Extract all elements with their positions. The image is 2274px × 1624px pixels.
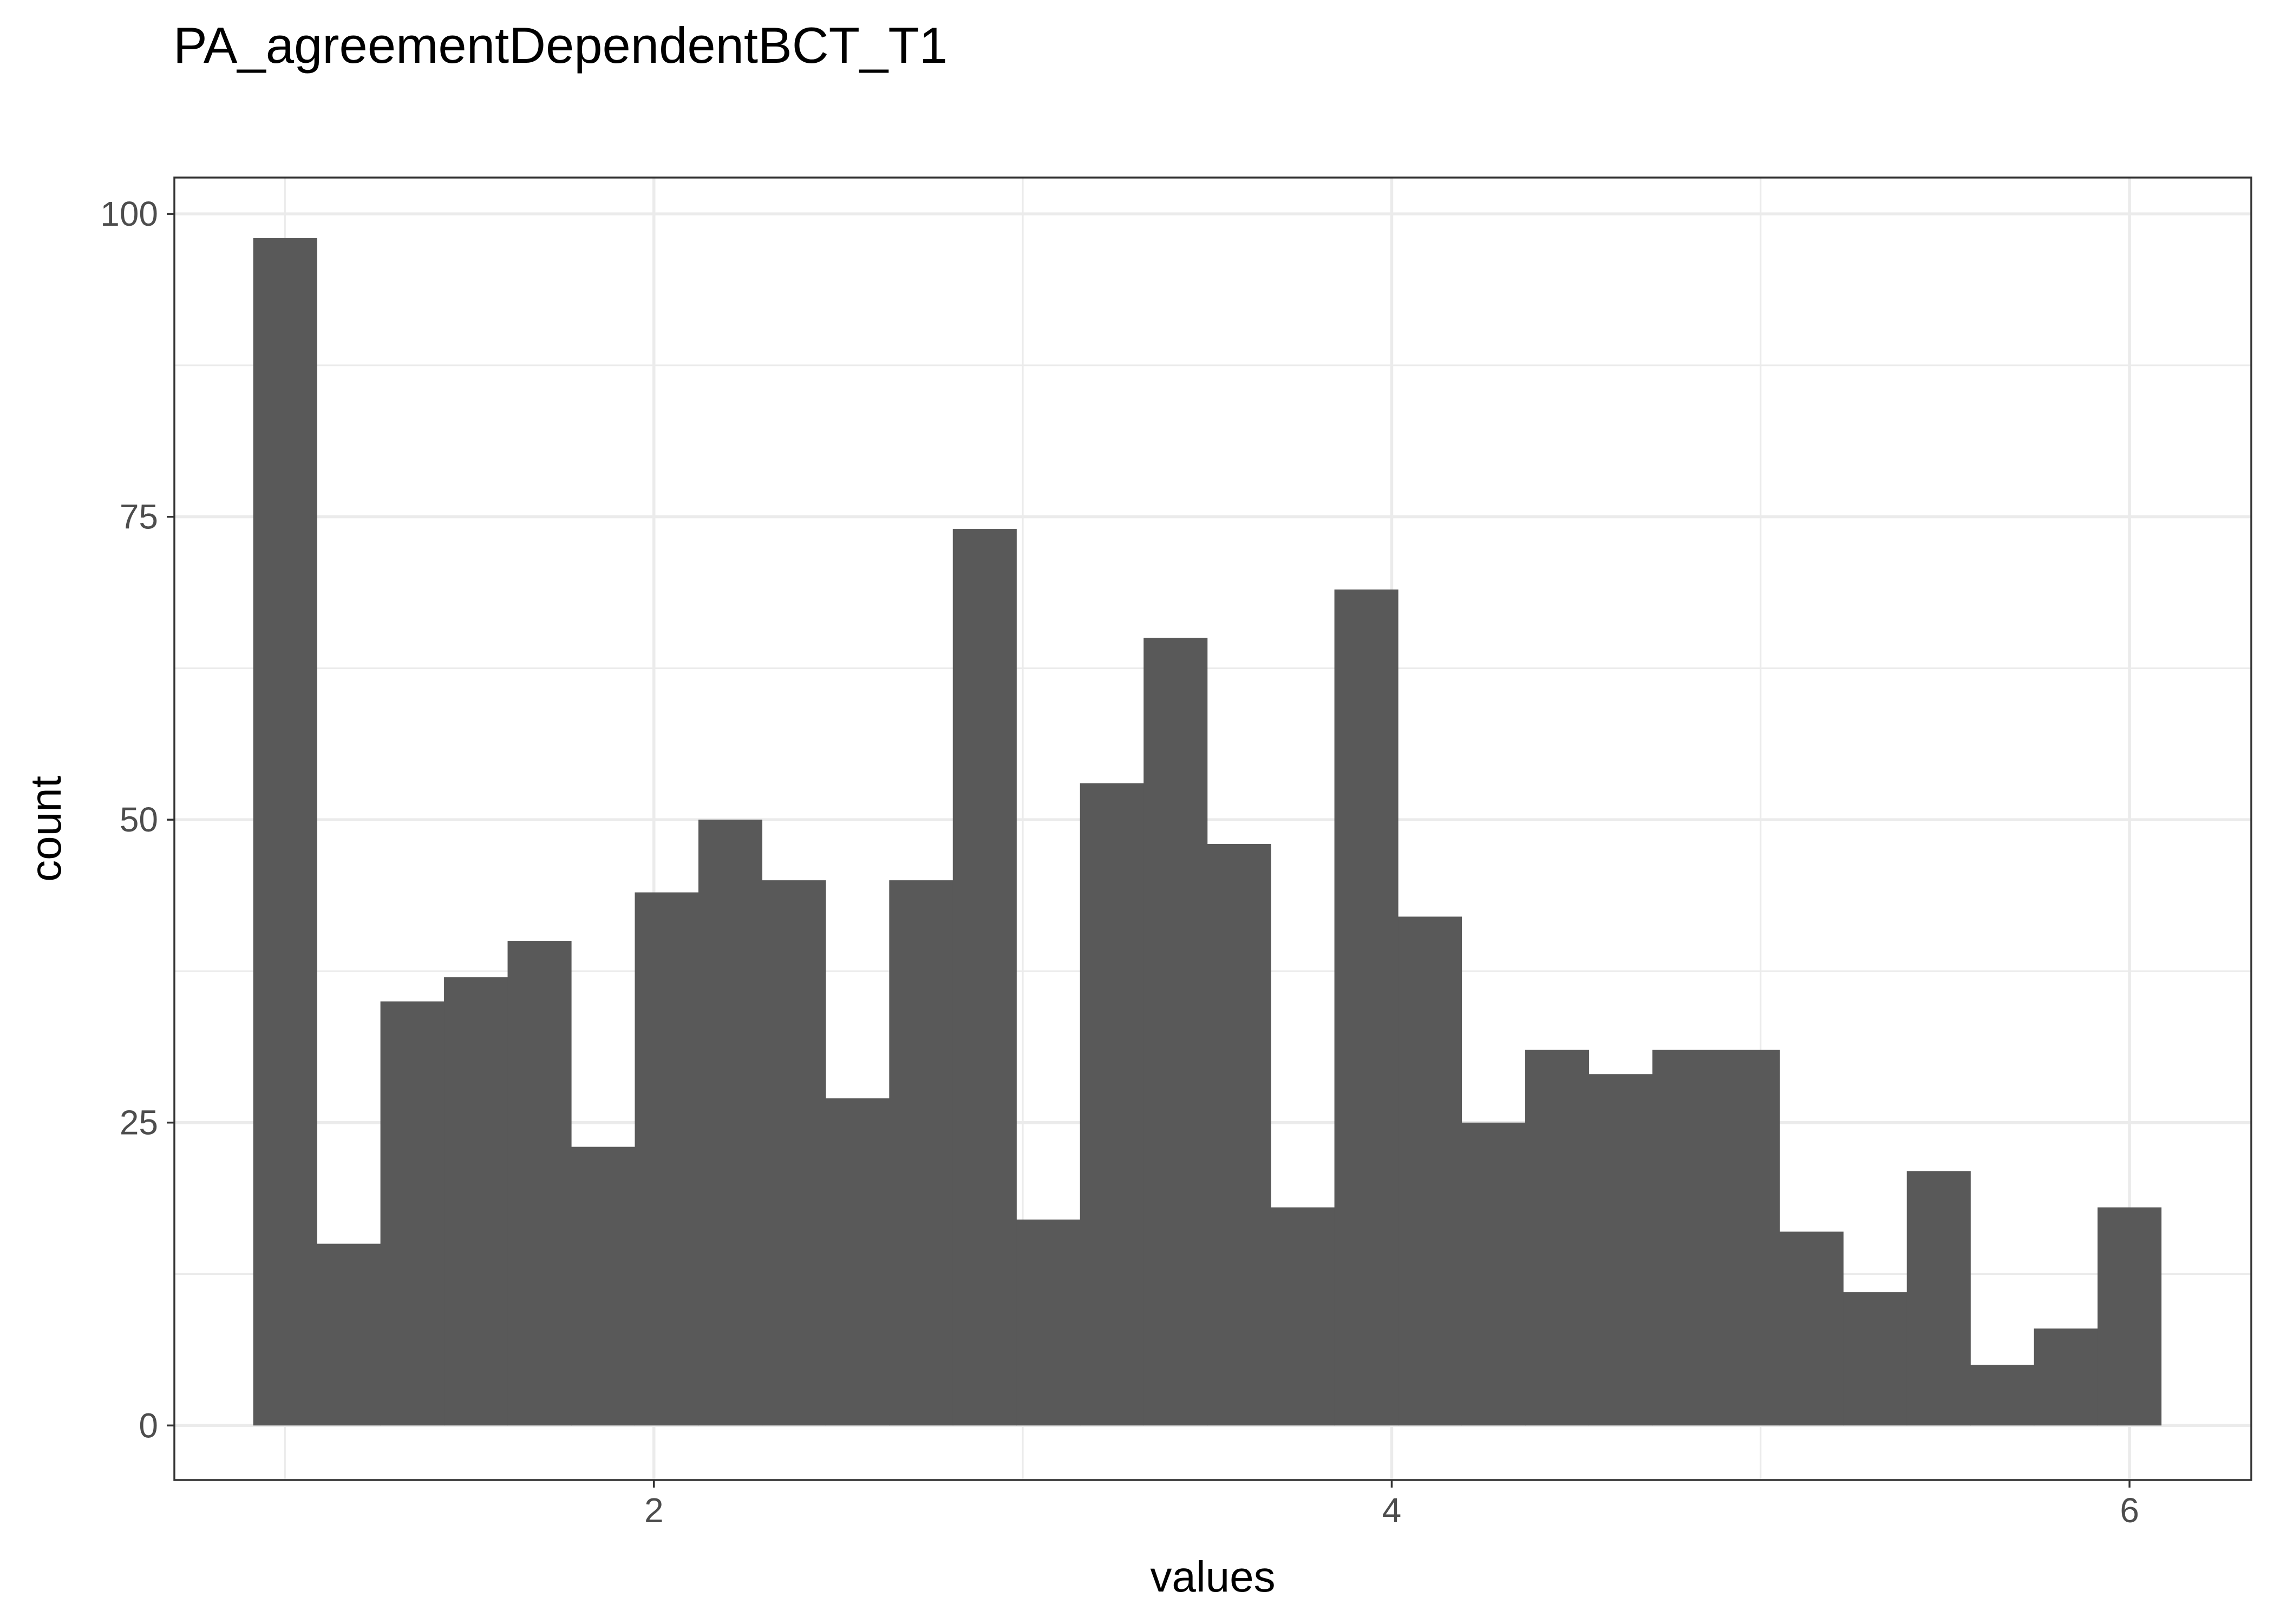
- x-axis-title: values: [1150, 1553, 1275, 1601]
- histogram-bar: [380, 1001, 445, 1426]
- histogram-bar: [1525, 1050, 1590, 1426]
- histogram-bar: [1461, 1122, 1526, 1426]
- histogram-bar: [1143, 638, 1208, 1426]
- histogram-bar: [2097, 1207, 2162, 1426]
- histogram-bar: [952, 529, 1017, 1426]
- y-tick-label: 75: [120, 497, 158, 536]
- y-axis-ticks: 0 25 50 75 100: [100, 194, 174, 1445]
- y-tick-label: 0: [139, 1406, 158, 1445]
- histogram-bar: [1589, 1074, 1653, 1426]
- x-tick-label: 2: [644, 1491, 664, 1530]
- chart-title: PA_agreementDependentBCT_T1: [173, 17, 948, 74]
- plot-panel-border: [173, 176, 2252, 1481]
- histogram-bar: [253, 238, 317, 1426]
- histogram-bar: [1652, 1050, 1716, 1426]
- y-tick-label: 100: [100, 194, 158, 233]
- histogram-bar: [1906, 1171, 1971, 1426]
- histogram-bar: [825, 1098, 890, 1426]
- histogram-bar: [698, 820, 762, 1426]
- histogram-bar: [1843, 1292, 1907, 1426]
- y-axis-title: count: [22, 776, 70, 882]
- histogram-bar: [1779, 1232, 1844, 1426]
- histogram-bar: [2034, 1328, 2098, 1426]
- histogram-bar: [889, 880, 953, 1426]
- y-tick-label: 25: [120, 1103, 158, 1142]
- histogram-bar: [444, 977, 508, 1426]
- histogram-bar: [635, 892, 699, 1426]
- y-tick-label: 50: [120, 800, 158, 839]
- histogram-bar: [1398, 916, 1462, 1426]
- histogram-bar: [571, 1147, 636, 1426]
- x-axis-ticks: 2 4 6: [644, 1480, 2139, 1530]
- histogram-bar: [317, 1243, 381, 1426]
- histogram-bar: [1334, 589, 1399, 1426]
- x-tick-label: 6: [2120, 1491, 2139, 1530]
- histogram-bar: [1716, 1050, 1780, 1426]
- histogram-bar: [1207, 843, 1271, 1426]
- histogram-bar: [1016, 1219, 1081, 1426]
- histogram-bar: [507, 941, 572, 1426]
- histogram-bars: [253, 238, 2162, 1426]
- histogram-bar: [1271, 1207, 1335, 1426]
- histogram-bar: [1080, 783, 1144, 1426]
- histogram-bar: [762, 880, 826, 1426]
- histogram-bar: [1970, 1365, 2035, 1426]
- x-tick-label: 4: [1382, 1491, 1402, 1530]
